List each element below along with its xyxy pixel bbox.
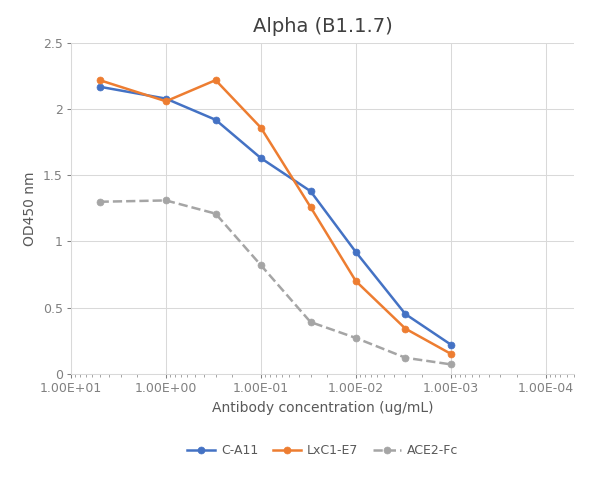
Line: ACE2-Fc: ACE2-Fc [96, 197, 454, 368]
LxC1-E7 [447, 351, 454, 357]
LxC1-E7 [162, 98, 169, 104]
Line: C-A11: C-A11 [96, 83, 454, 348]
ACE2-Fc [96, 199, 103, 205]
C-A11 [212, 117, 219, 123]
ACE2-Fc [352, 335, 359, 341]
C-A11 [258, 155, 265, 161]
C-A11 [447, 342, 454, 347]
ACE2-Fc [162, 197, 169, 203]
C-A11 [352, 249, 359, 255]
ACE2-Fc [307, 319, 314, 325]
ACE2-Fc [447, 362, 454, 367]
LxC1-E7 [352, 278, 359, 284]
C-A11 [162, 96, 169, 102]
Legend: C-A11, LxC1-E7, ACE2-Fc: C-A11, LxC1-E7, ACE2-Fc [182, 439, 464, 462]
Title: Alpha (B1.1.7): Alpha (B1.1.7) [253, 17, 392, 36]
LxC1-E7 [212, 77, 219, 83]
X-axis label: Antibody concentration (ug/mL): Antibody concentration (ug/mL) [212, 400, 433, 414]
C-A11 [96, 84, 103, 90]
LxC1-E7 [402, 326, 409, 331]
ACE2-Fc [212, 211, 219, 217]
LxC1-E7 [258, 125, 265, 131]
C-A11 [307, 188, 314, 194]
LxC1-E7 [307, 204, 314, 210]
ACE2-Fc [258, 262, 265, 268]
C-A11 [402, 311, 409, 317]
Line: LxC1-E7: LxC1-E7 [96, 77, 454, 357]
ACE2-Fc [402, 355, 409, 361]
Y-axis label: OD450 nm: OD450 nm [23, 171, 37, 246]
LxC1-E7 [96, 77, 103, 83]
